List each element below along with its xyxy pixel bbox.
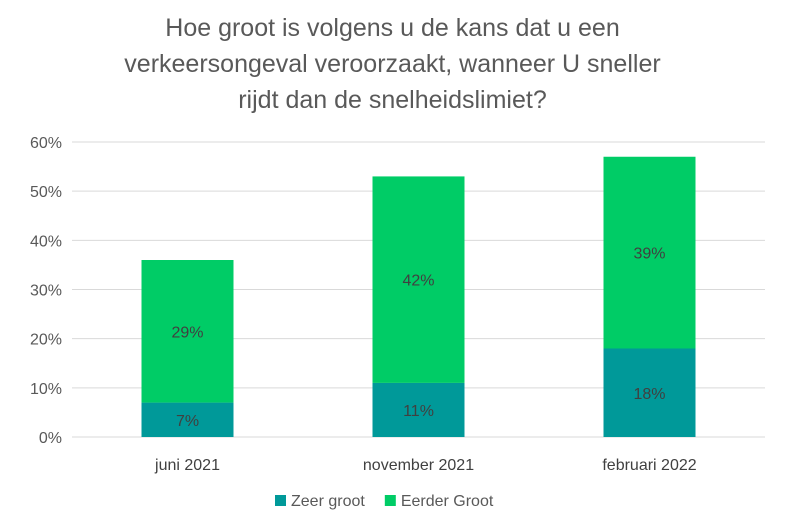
bar-segment: [141, 402, 234, 437]
y-tick-label: 40%: [30, 233, 62, 250]
y-tick-label: 10%: [30, 381, 62, 398]
data-label: 39%: [633, 246, 665, 263]
data-label: 42%: [402, 273, 434, 290]
data-label: 29%: [171, 324, 203, 341]
legend-swatch: [384, 495, 396, 506]
legend-swatch: [275, 495, 286, 506]
y-tick-label: 60%: [30, 135, 62, 152]
legend-label: Eerder Groot: [401, 493, 494, 510]
x-tick-label: november 2021: [363, 457, 474, 474]
title-line: Hoe groot is volgens u de kans dat u een: [165, 14, 620, 42]
title-line: verkeersongeval veroorzaakt, wanneer U s…: [124, 50, 661, 78]
data-label: 11%: [403, 403, 434, 420]
y-tick-label: 0%: [39, 430, 62, 447]
y-tick-label: 30%: [30, 283, 62, 300]
bar-segment: [372, 382, 465, 437]
y-tick-label: 50%: [30, 184, 62, 201]
bar-segment: [603, 156, 696, 349]
bar-segment: [141, 260, 234, 403]
chart-title: Hoe groot is volgens u de kans dat u een…: [0, 10, 785, 118]
legend-label: Zeer groot: [291, 493, 365, 510]
bar-segment: [372, 176, 465, 383]
title-line: rijdt dan de snelheidslimiet?: [238, 86, 547, 114]
x-tick-label: juni 2021: [154, 457, 220, 474]
x-tick-label: februari 2022: [602, 457, 696, 474]
bar-segment: [603, 348, 696, 437]
y-tick-label: 20%: [30, 332, 62, 349]
data-label: 7%: [176, 413, 199, 430]
data-label: 18%: [633, 386, 665, 403]
